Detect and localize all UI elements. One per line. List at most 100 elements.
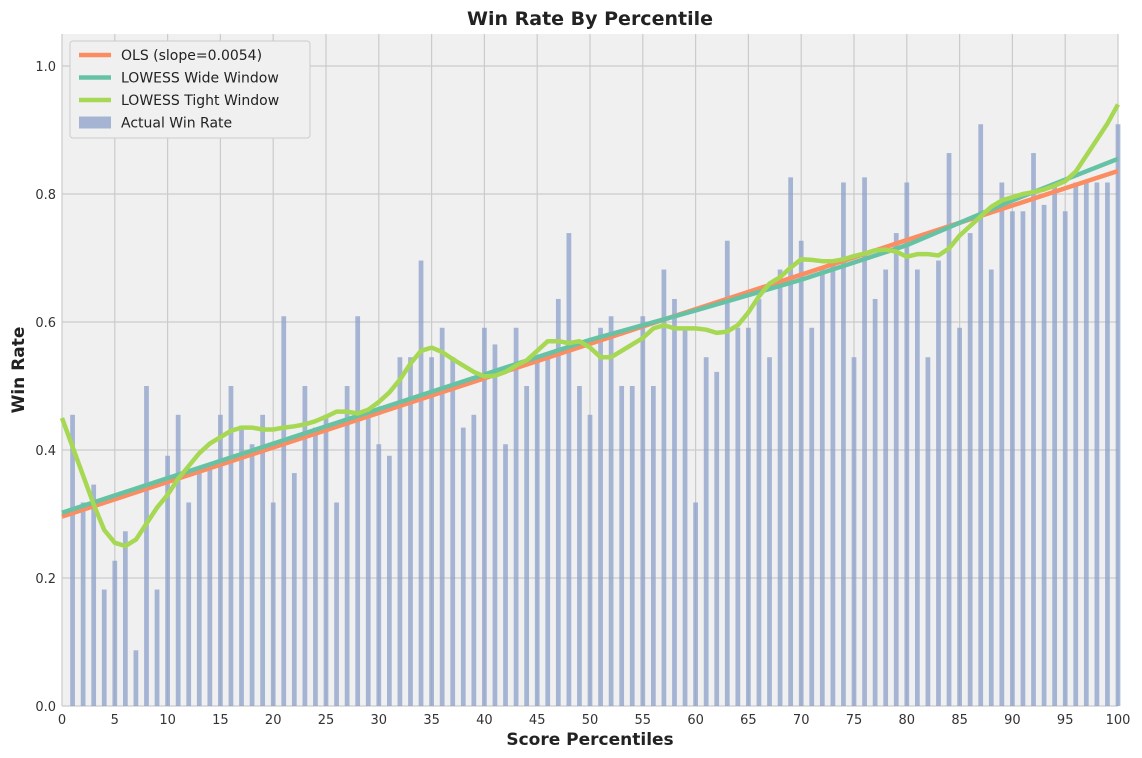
bar bbox=[196, 473, 202, 706]
series-line-2 bbox=[59, 103, 1120, 549]
line-series-group bbox=[59, 103, 1120, 549]
x-tick-label: 95 bbox=[1057, 713, 1074, 728]
bar bbox=[914, 269, 920, 706]
bar bbox=[1041, 204, 1047, 706]
legend-label: Actual Win Rate bbox=[121, 116, 232, 132]
bar bbox=[735, 327, 741, 706]
x-tick-label: 50 bbox=[582, 713, 599, 728]
bar bbox=[91, 484, 97, 706]
bar bbox=[80, 502, 86, 706]
bar bbox=[703, 357, 709, 706]
y-tick-label: 0.8 bbox=[35, 188, 56, 203]
bar bbox=[957, 327, 962, 706]
bar bbox=[260, 414, 266, 706]
bar bbox=[629, 386, 635, 706]
x-tick-label: 20 bbox=[265, 713, 282, 728]
bar bbox=[418, 260, 424, 706]
x-tick-label: 100 bbox=[1106, 713, 1131, 728]
x-tick-label: 65 bbox=[740, 713, 757, 728]
bar bbox=[555, 298, 561, 706]
bar bbox=[165, 455, 170, 706]
bar bbox=[513, 327, 519, 706]
bar bbox=[122, 531, 128, 706]
bar bbox=[281, 316, 287, 706]
bar bbox=[439, 327, 445, 706]
bar bbox=[249, 444, 255, 706]
bar bbox=[524, 386, 530, 706]
bar bbox=[819, 269, 825, 706]
bar bbox=[693, 502, 698, 706]
series-line-1 bbox=[61, 156, 1119, 515]
bar bbox=[270, 502, 276, 706]
bar bbox=[112, 560, 118, 706]
bar bbox=[228, 386, 234, 706]
x-tick-label: 10 bbox=[159, 713, 176, 728]
bar bbox=[598, 327, 603, 706]
bar bbox=[746, 327, 751, 706]
x-tick-label: 40 bbox=[476, 713, 493, 728]
y-axis-label: Win Rate bbox=[9, 327, 29, 414]
bar bbox=[661, 269, 667, 706]
y-axis-ticks: 0.0 0.2 0.4 0.6 0.8 1.0 bbox=[35, 60, 56, 715]
bar bbox=[313, 427, 318, 706]
bar bbox=[1031, 153, 1036, 707]
bar bbox=[291, 473, 297, 706]
bar bbox=[175, 414, 181, 706]
x-tick-label: 60 bbox=[687, 713, 704, 728]
x-tick-label: 85 bbox=[951, 713, 968, 728]
bar bbox=[482, 327, 487, 706]
bar bbox=[334, 502, 339, 706]
bar bbox=[619, 386, 625, 706]
bar bbox=[101, 589, 107, 706]
bar bbox=[355, 316, 361, 706]
bar bbox=[365, 414, 371, 706]
x-axis-ticks: 0 5 10 15 20 25 30 35 40 45 50 55 60 65 70 75 80 85 90 95 10… bbox=[58, 713, 1131, 728]
bar bbox=[70, 414, 75, 706]
bar bbox=[344, 386, 350, 706]
bar bbox=[323, 414, 329, 706]
bar bbox=[830, 260, 836, 706]
bar bbox=[883, 269, 889, 706]
bar bbox=[1105, 182, 1110, 707]
bar bbox=[302, 386, 308, 706]
bar bbox=[376, 444, 382, 706]
x-tick-label: 45 bbox=[529, 713, 546, 728]
bar bbox=[999, 182, 1005, 707]
bar bbox=[767, 357, 772, 706]
x-tick-label: 90 bbox=[1004, 713, 1021, 728]
x-tick-label: 30 bbox=[371, 713, 388, 728]
legend-frame bbox=[69, 40, 311, 139]
x-axis-label: Score Percentiles bbox=[506, 730, 673, 750]
legend: OLS (slope=0.0054) LOWESS Wide Window LOWE… bbox=[69, 40, 311, 139]
bar bbox=[788, 177, 794, 707]
bar bbox=[893, 233, 899, 707]
bar bbox=[144, 386, 149, 706]
bar bbox=[154, 589, 160, 706]
x-tick-label: 75 bbox=[846, 713, 863, 728]
bar bbox=[577, 386, 582, 706]
legend-label: LOWESS Tight Window bbox=[121, 93, 279, 109]
legend-label: OLS (slope=0.0054) bbox=[121, 48, 262, 64]
bar bbox=[925, 357, 931, 706]
bar bbox=[566, 233, 572, 707]
x-tick-label: 15 bbox=[212, 713, 229, 728]
bar-series-actual-win-rate bbox=[70, 124, 1121, 707]
x-tick-label: 25 bbox=[318, 713, 335, 728]
bar bbox=[450, 357, 456, 706]
y-tick-label: 0.2 bbox=[35, 572, 56, 587]
y-tick-label: 0.4 bbox=[35, 444, 56, 459]
bar bbox=[587, 414, 593, 706]
bar bbox=[809, 327, 815, 706]
x-tick-label: 35 bbox=[423, 713, 440, 728]
bar bbox=[545, 357, 551, 706]
bar bbox=[1094, 182, 1100, 707]
y-tick-label: 0.0 bbox=[35, 700, 56, 715]
bar bbox=[1010, 211, 1015, 706]
bar bbox=[133, 650, 139, 706]
bar bbox=[851, 357, 857, 706]
bar bbox=[946, 153, 952, 707]
bar bbox=[608, 316, 614, 706]
bar bbox=[756, 298, 762, 706]
bar bbox=[777, 269, 783, 706]
